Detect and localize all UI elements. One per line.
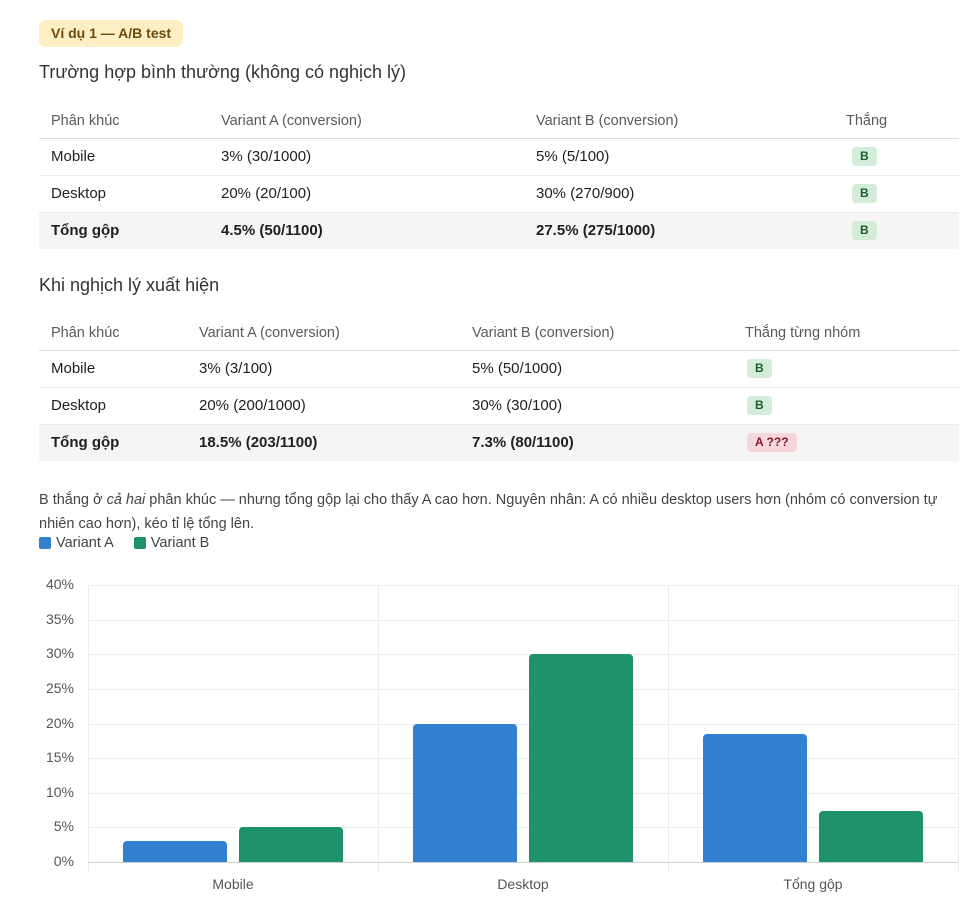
- gridline: [88, 585, 958, 586]
- category-divider: [378, 585, 379, 872]
- x-tick-label: Tổng gộp: [783, 876, 843, 892]
- y-tick-label: 15%: [45, 749, 74, 766]
- variant-a-cell: 18.5% (203/1100): [187, 424, 460, 461]
- table-row-total: Tổng gộp 18.5% (203/1100) 7.3% (80/1100)…: [39, 424, 959, 461]
- winner-cell: B: [834, 138, 959, 176]
- variant-a-cell: 20% (200/1000): [187, 387, 460, 425]
- category-divider: [958, 585, 959, 872]
- table-row: Desktop 20% (20/100) 30% (270/900) B: [39, 175, 959, 213]
- header-variant-a: Variant A (conversion): [187, 317, 460, 351]
- category-divider: [88, 585, 89, 872]
- legend-item-variant-a[interactable]: Variant A: [39, 535, 114, 551]
- legend-label: Variant A: [56, 535, 114, 551]
- header-variant-b: Variant B (conversion): [524, 105, 834, 139]
- variant-b-cell: 5% (5/100): [524, 138, 834, 176]
- header-segment: Phân khúc: [39, 317, 187, 351]
- y-tick-label: 30%: [45, 645, 74, 662]
- x-tick-label: Desktop: [497, 876, 549, 892]
- y-tick-label: 10%: [45, 783, 74, 800]
- variant-a-cell: 3% (30/1000): [209, 138, 524, 176]
- table-row-total: Tổng gộp 4.5% (50/1100) 27.5% (275/1000)…: [39, 212, 959, 249]
- segment-cell: Desktop: [39, 175, 209, 213]
- variant-b-cell: 30% (270/900): [524, 175, 834, 213]
- variant-b-cell: 30% (30/100): [460, 387, 733, 425]
- normal-case-table: Phân khúc Variant A (conversion) Variant…: [39, 105, 959, 249]
- segment-cell: Mobile: [39, 138, 209, 176]
- winner-cell: B: [834, 212, 959, 249]
- winner-cell: A ???: [733, 424, 959, 461]
- bar-variant-b: [239, 827, 343, 862]
- gridline: [88, 619, 958, 621]
- legend-item-variant-b[interactable]: Variant B: [133, 535, 210, 551]
- bar-variant-a: [413, 723, 517, 862]
- bar-variant-b: [529, 654, 633, 862]
- y-tick-label: 25%: [45, 679, 74, 696]
- segment-cell: Mobile: [39, 350, 187, 388]
- gridline: [88, 758, 958, 760]
- header-segment: Phân khúc: [39, 105, 209, 139]
- section-title-paradox: Khi nghịch lý xuất hiện: [39, 275, 220, 295]
- explanation-note: B thắng ở cả hai phân khúc — nhưng tổng …: [39, 488, 939, 536]
- header-variant-b: Variant B (conversion): [460, 317, 733, 351]
- table-header-row: Phân khúc Variant A (conversion) Variant…: [39, 317, 959, 351]
- conversion-bar-chart: 0% 5% 10% 15% 20% 25% 30% 35% 40% Mobile Desktop Tổ…: [0, 570, 980, 910]
- winner-cell: B: [733, 387, 959, 425]
- gridline: [88, 723, 958, 725]
- winner-badge: B: [852, 184, 877, 203]
- table-header-row: Phân khúc Variant A (conversion) Variant…: [39, 105, 959, 139]
- variant-b-cell: 27.5% (275/1000): [524, 212, 834, 249]
- variant-a-cell: 20% (20/100): [209, 175, 524, 213]
- example-tag: Ví dụ 1 — A/B test: [39, 20, 184, 47]
- chart-legend: Variant A Variant B: [39, 535, 209, 551]
- bar-variant-a: [123, 841, 227, 862]
- paradox-case-table: Phân khúc Variant A (conversion) Variant…: [39, 317, 959, 461]
- variant-b-cell: 7.3% (80/1100): [460, 424, 733, 461]
- gridline: [88, 688, 958, 690]
- y-tick-label: 35%: [45, 610, 74, 627]
- variant-a-cell: 3% (3/100): [187, 350, 460, 388]
- winner-badge: B: [747, 396, 772, 415]
- legend-label: Variant B: [150, 535, 210, 551]
- paradox-winner-badge: A ???: [747, 433, 797, 453]
- header-variant-a: Variant A (conversion): [209, 105, 524, 139]
- y-tick-label: 20%: [45, 714, 74, 731]
- winner-badge: B: [747, 359, 772, 378]
- section-title-normal: Trường hợp bình thường (không có nghịch …: [39, 62, 407, 82]
- variant-b-cell: 5% (50/1000): [460, 350, 733, 388]
- gridline: [88, 792, 958, 794]
- bar-variant-a: [703, 733, 807, 862]
- segment-cell: Desktop: [39, 387, 187, 425]
- gridline: [88, 827, 958, 829]
- segment-cell: Tổng gộp: [39, 424, 187, 461]
- x-axis: [88, 862, 958, 863]
- winner-cell: B: [733, 350, 959, 388]
- winner-cell: B: [834, 175, 959, 213]
- table-row: Desktop 20% (200/1000) 30% (30/100) B: [39, 387, 959, 425]
- note-text: phân khúc — nhưng tổng gộp lại cho thấy …: [39, 492, 938, 532]
- x-tick-label: Mobile: [212, 876, 254, 892]
- y-tick-label: 40%: [45, 576, 74, 592]
- variant-b-swatch-icon: [133, 537, 146, 549]
- gridline: [88, 654, 958, 656]
- segment-cell: Tổng gộp: [39, 212, 209, 249]
- y-tick-label: 0%: [53, 853, 74, 869]
- note-emphasis: cả hai: [106, 492, 146, 508]
- header-winner-per-group: Thắng từng nhóm: [733, 317, 959, 351]
- table-row: Mobile 3% (30/1000) 5% (5/100) B: [39, 138, 959, 176]
- variant-a-swatch-icon: [39, 537, 51, 549]
- variant-a-cell: 4.5% (50/1100): [209, 212, 524, 249]
- table-row: Mobile 3% (3/100) 5% (50/1000) B: [39, 350, 959, 388]
- header-winner: Thắng: [834, 105, 959, 139]
- y-tick-label: 5%: [53, 818, 74, 835]
- winner-badge: B: [852, 221, 877, 241]
- bar-variant-b: [819, 811, 923, 862]
- note-text: B thắng ở: [39, 492, 107, 508]
- category-divider: [668, 585, 669, 872]
- winner-badge: B: [852, 147, 877, 166]
